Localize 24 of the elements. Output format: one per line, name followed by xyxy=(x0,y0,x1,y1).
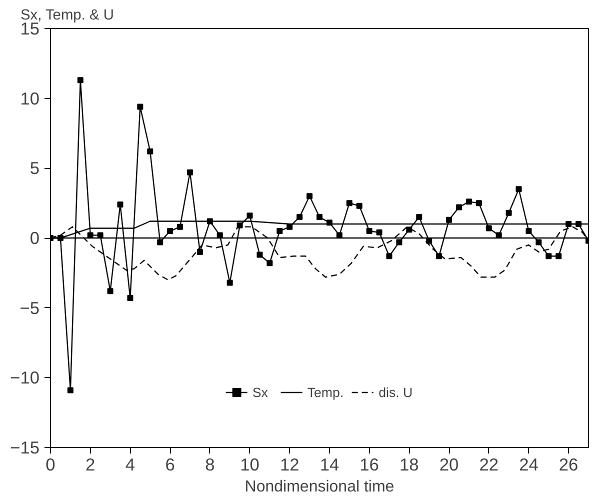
legend-label: dis. U xyxy=(378,384,413,400)
legend-label: Temp. xyxy=(307,384,344,400)
x-tick-label: 24 xyxy=(519,454,539,474)
x-tick-label: 2 xyxy=(86,454,96,474)
x-tick-label: 16 xyxy=(360,454,379,474)
x-tick-label: 4 xyxy=(125,454,136,474)
y-tick-label: −10 xyxy=(10,368,40,388)
x-tick-label: 18 xyxy=(400,454,419,474)
x-tick-label: 14 xyxy=(320,454,340,474)
x-axis-title: Nondimensional time xyxy=(244,478,394,496)
y-tick-label: 5 xyxy=(30,158,40,178)
x-tick-label: 26 xyxy=(558,454,578,474)
x-tick-label: 20 xyxy=(439,454,459,474)
y-tick-label: −15 xyxy=(10,438,40,458)
x-tick-label: 12 xyxy=(280,454,300,474)
y-tick-label: 10 xyxy=(20,88,40,108)
x-tick-label: 6 xyxy=(165,454,175,474)
x-tick-label: 22 xyxy=(479,454,499,474)
x-tick-label: 0 xyxy=(46,454,56,474)
y-tick-label: −5 xyxy=(20,298,40,318)
y-tick-label: 0 xyxy=(30,228,40,248)
legend-label: Sx xyxy=(252,384,269,400)
x-tick-label: 10 xyxy=(240,454,260,474)
x-tick-label: 8 xyxy=(205,454,215,474)
